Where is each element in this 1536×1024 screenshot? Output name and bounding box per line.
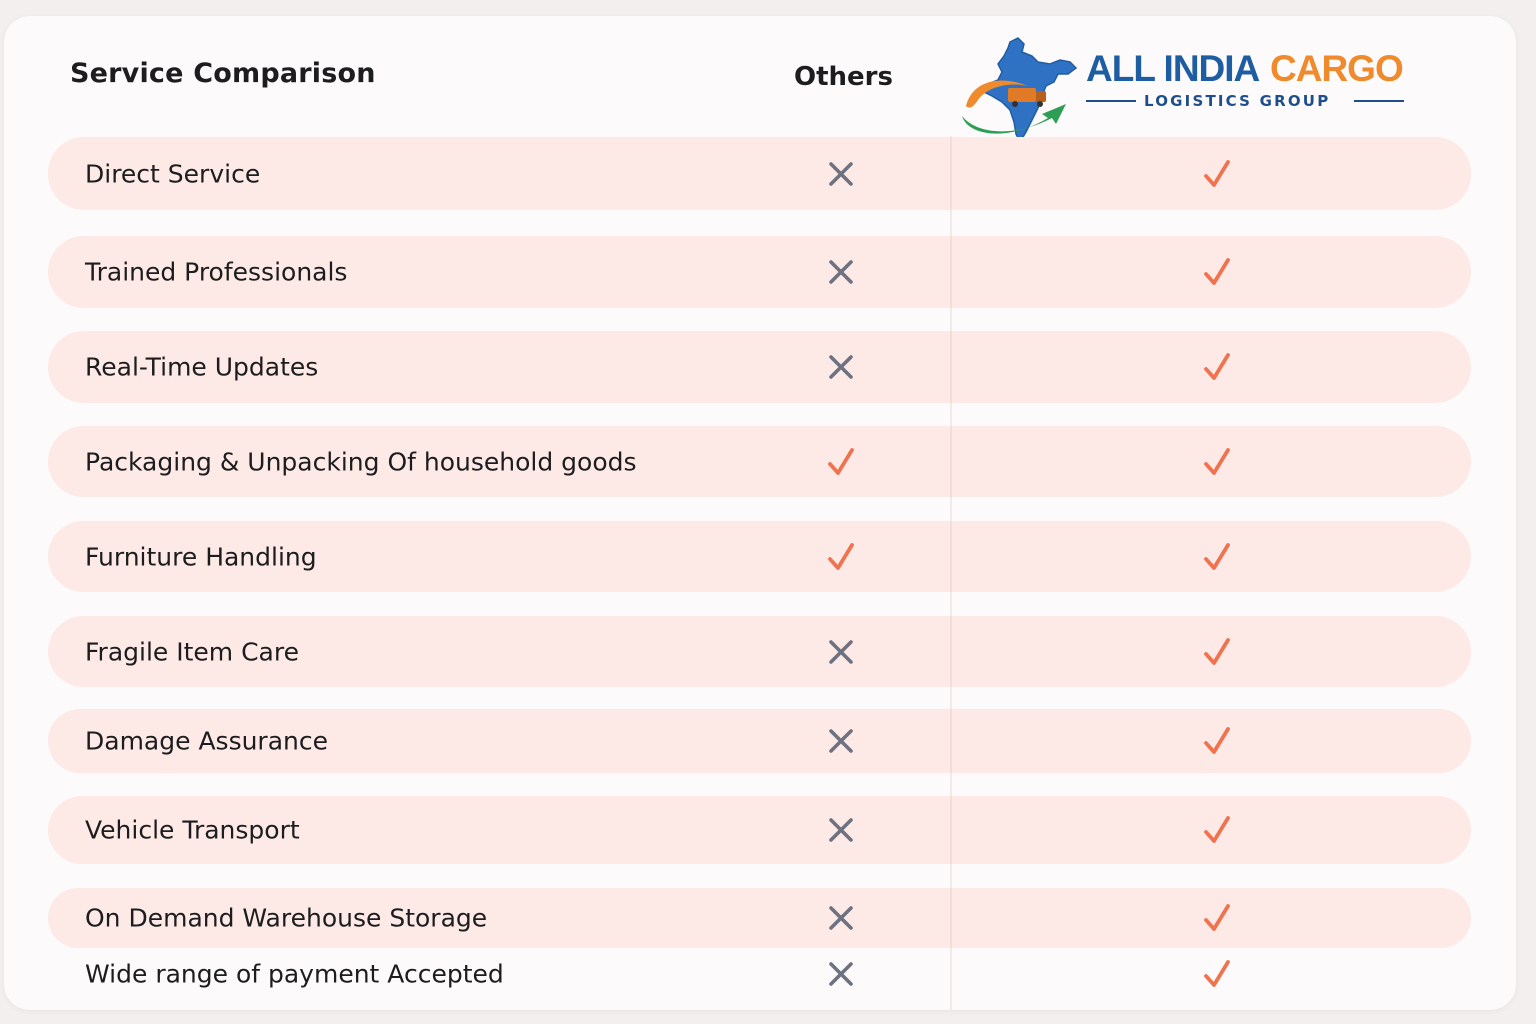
feature-label: Furniture Handling bbox=[85, 542, 317, 571]
feature-label: Packaging & Unpacking Of household goods bbox=[85, 447, 637, 476]
row-divider bbox=[950, 616, 952, 687]
table-row: Trained Professionals bbox=[48, 236, 1471, 308]
aic-check-icon bbox=[1202, 959, 1232, 989]
others-column-header: Others bbox=[794, 62, 893, 92]
aic-check-icon bbox=[1202, 257, 1232, 287]
feature-label: Fragile Item Care bbox=[85, 637, 299, 666]
others-check-icon bbox=[826, 447, 856, 477]
table-row: Damage Assurance bbox=[48, 709, 1471, 773]
others-cross-icon bbox=[826, 352, 856, 382]
others-cross-icon bbox=[826, 959, 856, 989]
row-divider bbox=[950, 236, 952, 308]
aic-check-icon bbox=[1202, 447, 1232, 477]
logo-name-part1: ALL INDIA bbox=[1086, 48, 1260, 89]
others-cross-icon bbox=[826, 726, 856, 756]
table-row: Furniture Handling bbox=[48, 521, 1471, 592]
row-divider bbox=[950, 331, 952, 403]
table-row: Direct Service bbox=[48, 137, 1471, 210]
others-check-icon bbox=[826, 542, 856, 572]
logo-name-part2: CARGO bbox=[1270, 48, 1404, 89]
others-cross-icon bbox=[826, 257, 856, 287]
feature-label: Trained Professionals bbox=[85, 257, 348, 287]
row-divider bbox=[950, 796, 952, 864]
row-divider bbox=[950, 709, 952, 773]
others-cross-icon bbox=[826, 903, 856, 933]
comparison-title: Service Comparison bbox=[70, 58, 376, 89]
feature-label: Damage Assurance bbox=[85, 726, 329, 756]
feature-label: On Demand Warehouse Storage bbox=[85, 903, 488, 933]
all-india-cargo-logo: ALL INDIA CARGO LOGISTICS GROUP bbox=[958, 34, 1418, 154]
table-row: Wide range of payment Accepted bbox=[48, 950, 1471, 998]
feature-label: Real-Time Updates bbox=[85, 352, 319, 382]
row-divider bbox=[950, 426, 952, 497]
aic-check-icon bbox=[1202, 542, 1232, 572]
feature-label: Wide range of payment Accepted bbox=[85, 959, 504, 989]
row-divider bbox=[950, 137, 952, 210]
logo-line-left bbox=[1086, 100, 1136, 102]
table-row: Real-Time Updates bbox=[48, 331, 1471, 403]
aic-check-icon bbox=[1202, 726, 1232, 756]
logo-subtitle: LOGISTICS GROUP bbox=[1144, 92, 1331, 110]
aic-check-icon bbox=[1202, 159, 1232, 189]
feature-label: Direct Service bbox=[85, 159, 261, 188]
india-map-icon bbox=[962, 37, 1078, 144]
table-row: On Demand Warehouse Storage bbox=[48, 888, 1471, 948]
logo-line-right bbox=[1354, 100, 1404, 102]
aic-check-icon bbox=[1202, 815, 1232, 845]
others-cross-icon bbox=[826, 637, 856, 667]
aic-check-icon bbox=[1202, 637, 1232, 667]
others-cross-icon bbox=[826, 159, 856, 189]
others-cross-icon bbox=[826, 815, 856, 845]
aic-check-icon bbox=[1202, 352, 1232, 382]
table-row: Vehicle Transport bbox=[48, 796, 1471, 864]
table-row: Packaging & Unpacking Of household goods bbox=[48, 426, 1471, 497]
aic-check-icon bbox=[1202, 903, 1232, 933]
row-divider bbox=[950, 888, 952, 948]
row-divider bbox=[950, 521, 952, 592]
table-row: Fragile Item Care bbox=[48, 616, 1471, 687]
feature-label: Vehicle Transport bbox=[85, 815, 300, 845]
